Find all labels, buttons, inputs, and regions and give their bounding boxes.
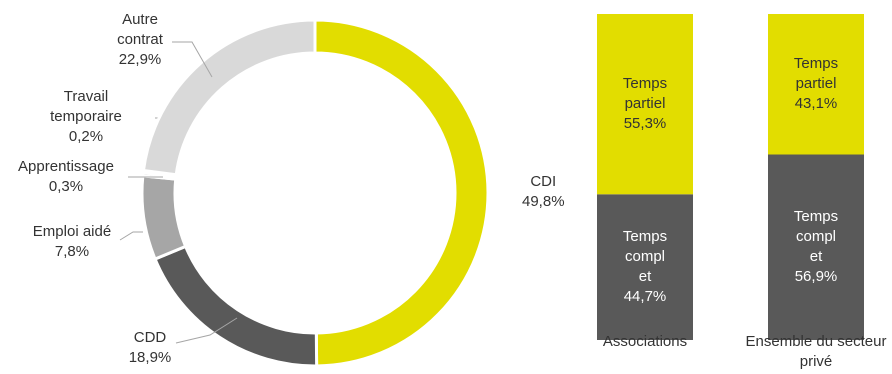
bar-label-line: 55,3% [597, 114, 693, 134]
bar-label-line: compl [768, 227, 864, 247]
donut-slice-cdi [315, 20, 488, 366]
bar-label-line: 56,9% [768, 267, 864, 287]
bar-label-line: et [597, 267, 693, 287]
donut-label-name: CDD [80, 328, 220, 348]
bar-label-line: Temps [768, 207, 864, 227]
donut-label-name: Apprentissage [0, 157, 136, 177]
bar-label-associations-temps-partiel: Temps partiel 55,3% [597, 74, 693, 134]
bar-label-ensemble-du-secteur-prive-temps-compl-et: Temps compl et 56,9% [768, 207, 864, 287]
donut-label-name: Autre [70, 10, 210, 30]
donut-label-name: Travail [16, 87, 156, 107]
donut-label-emploi-aide: Emploi aidé 7,8% [2, 222, 142, 262]
bar-label-ensemble-du-secteur-prive-temps-partiel: Temps partiel 43,1% [768, 54, 864, 114]
bar-label-line: partiel [597, 94, 693, 114]
bar-label-associations-temps-compl-et: Temps compl et 44,7% [597, 227, 693, 307]
bar-label-line: Temps [768, 54, 864, 74]
donut-label-name: temporaire [16, 107, 156, 127]
donut-label-name: CDI [522, 172, 565, 192]
donut-label-apprentissage: Apprentissage 0,3% [0, 157, 136, 197]
bar-label-line: Temps [597, 74, 693, 94]
donut-label-value: 0,2% [16, 127, 156, 147]
donut-label-travail-temporaire: Travail temporaire 0,2% [16, 87, 156, 147]
donut-label-name: contrat [70, 30, 210, 50]
category-label-line: Ensemble du secteur [726, 332, 892, 352]
donut-slice-emploi-aide [142, 176, 186, 259]
category-label-ensemble-du-secteur-prive: Ensemble du secteur privé [726, 332, 892, 372]
donut-label-value: 49,8% [522, 192, 565, 212]
donut-label-autre-contrat: Autre contrat 22,9% [70, 10, 210, 70]
donut-label-value: 18,9% [80, 348, 220, 368]
donut-label-cdi: CDI 49,8% [522, 172, 565, 212]
bar-label-line: 43,1% [768, 94, 864, 114]
bar-label-line: compl [597, 247, 693, 267]
donut-label-value: 7,8% [2, 242, 142, 262]
donut-label-name: Emploi aidé [2, 222, 142, 242]
donut-label-value: 22,9% [70, 50, 210, 70]
bar-label-line: partiel [768, 74, 864, 94]
bar-label-line: Temps [597, 227, 693, 247]
bar-label-line: et [768, 247, 864, 267]
donut-label-value: 0,3% [0, 177, 136, 197]
donut-label-cdd: CDD 18,9% [80, 328, 220, 368]
category-label-line: privé [726, 352, 892, 372]
category-label-line: Associations [555, 332, 735, 352]
category-label-associations: Associations [555, 332, 735, 352]
bar-label-line: 44,7% [597, 287, 693, 307]
